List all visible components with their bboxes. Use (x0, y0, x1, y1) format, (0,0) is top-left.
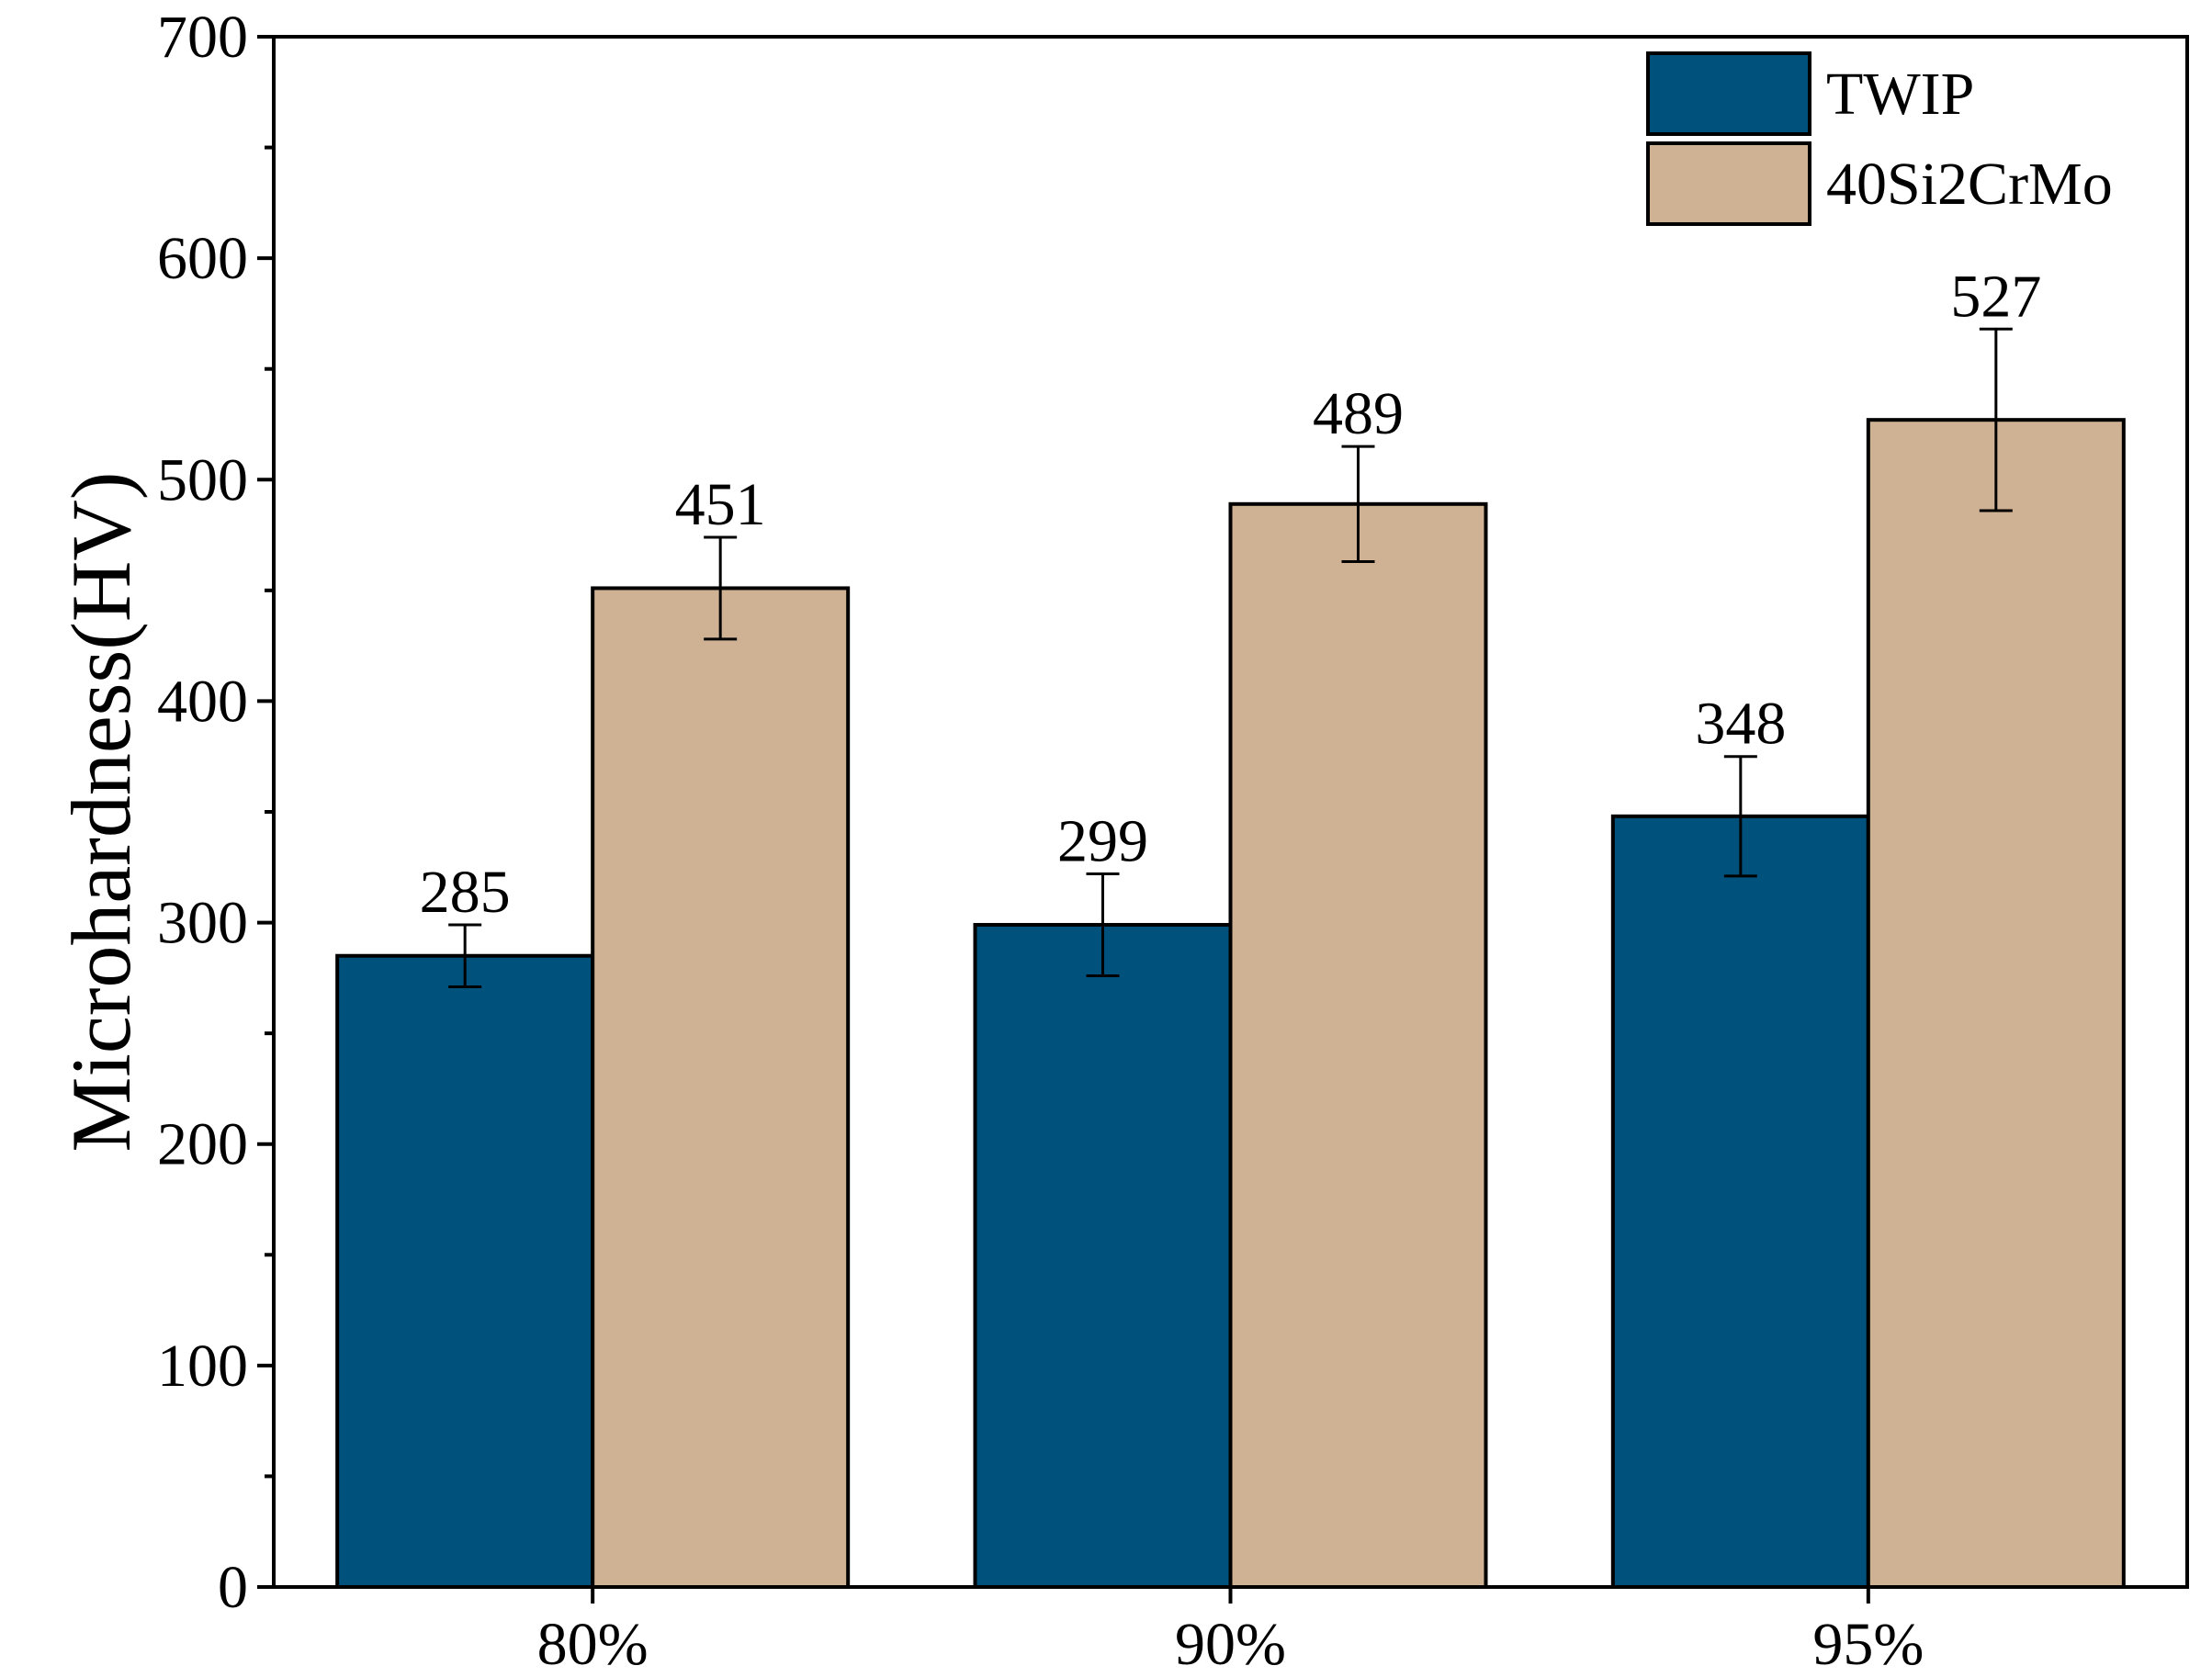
y-tick-label: 400 (157, 668, 248, 735)
y-tick-label: 0 (218, 1554, 248, 1621)
y-axis-ticks: 0 100 200 300 400 500 600 700 (157, 4, 274, 1621)
legend-swatch-twip (1646, 51, 1811, 136)
bar-twip-3 (1610, 814, 1870, 1589)
bars-layer (335, 418, 2126, 1590)
y-tick-label: 100 (157, 1333, 248, 1400)
value-label-40si2crmo-3: 527 (1950, 263, 2041, 330)
value-label-40si2crmo-2: 489 (1313, 380, 1404, 447)
x-tick-label: 95% (1812, 1611, 1924, 1677)
legend-label-twip: TWIP (1826, 61, 1974, 128)
bar-40si2crmo-2 (1228, 501, 1488, 1589)
bar-40si2crmo-3 (1866, 418, 2126, 1590)
y-tick-label: 700 (157, 4, 248, 71)
y-tick-label: 600 (157, 225, 248, 292)
legend: TWIP 40Si2CrMo (1646, 51, 2113, 226)
value-label-40si2crmo-1: 451 (675, 471, 766, 538)
value-label-twip-2: 299 (1057, 808, 1148, 875)
x-axis-ticks: 80% 90% 95% (537, 1587, 1924, 1677)
value-label-twip-3: 348 (1695, 691, 1786, 758)
legend-label-40si2crmo: 40Si2CrMo (1826, 151, 2113, 218)
error-bars-layer (448, 327, 2013, 989)
y-tick-label: 200 (157, 1111, 248, 1178)
bar-twip-2 (973, 922, 1233, 1589)
x-tick-label: 80% (537, 1611, 649, 1677)
value-label-twip-1: 285 (420, 859, 511, 926)
y-tick-label: 500 (157, 446, 248, 513)
x-tick-label: 90% (1175, 1611, 1286, 1677)
y-axis-title: Microhardness(HV) (54, 472, 148, 1153)
bar-40si2crmo-1 (591, 586, 851, 1590)
y-tick-label: 300 (157, 890, 248, 957)
value-labels-layer: 285 299 348 451 489 527 (420, 263, 2042, 926)
bar-twip-1 (335, 953, 595, 1589)
legend-swatch-40si2crmo (1646, 141, 1811, 226)
